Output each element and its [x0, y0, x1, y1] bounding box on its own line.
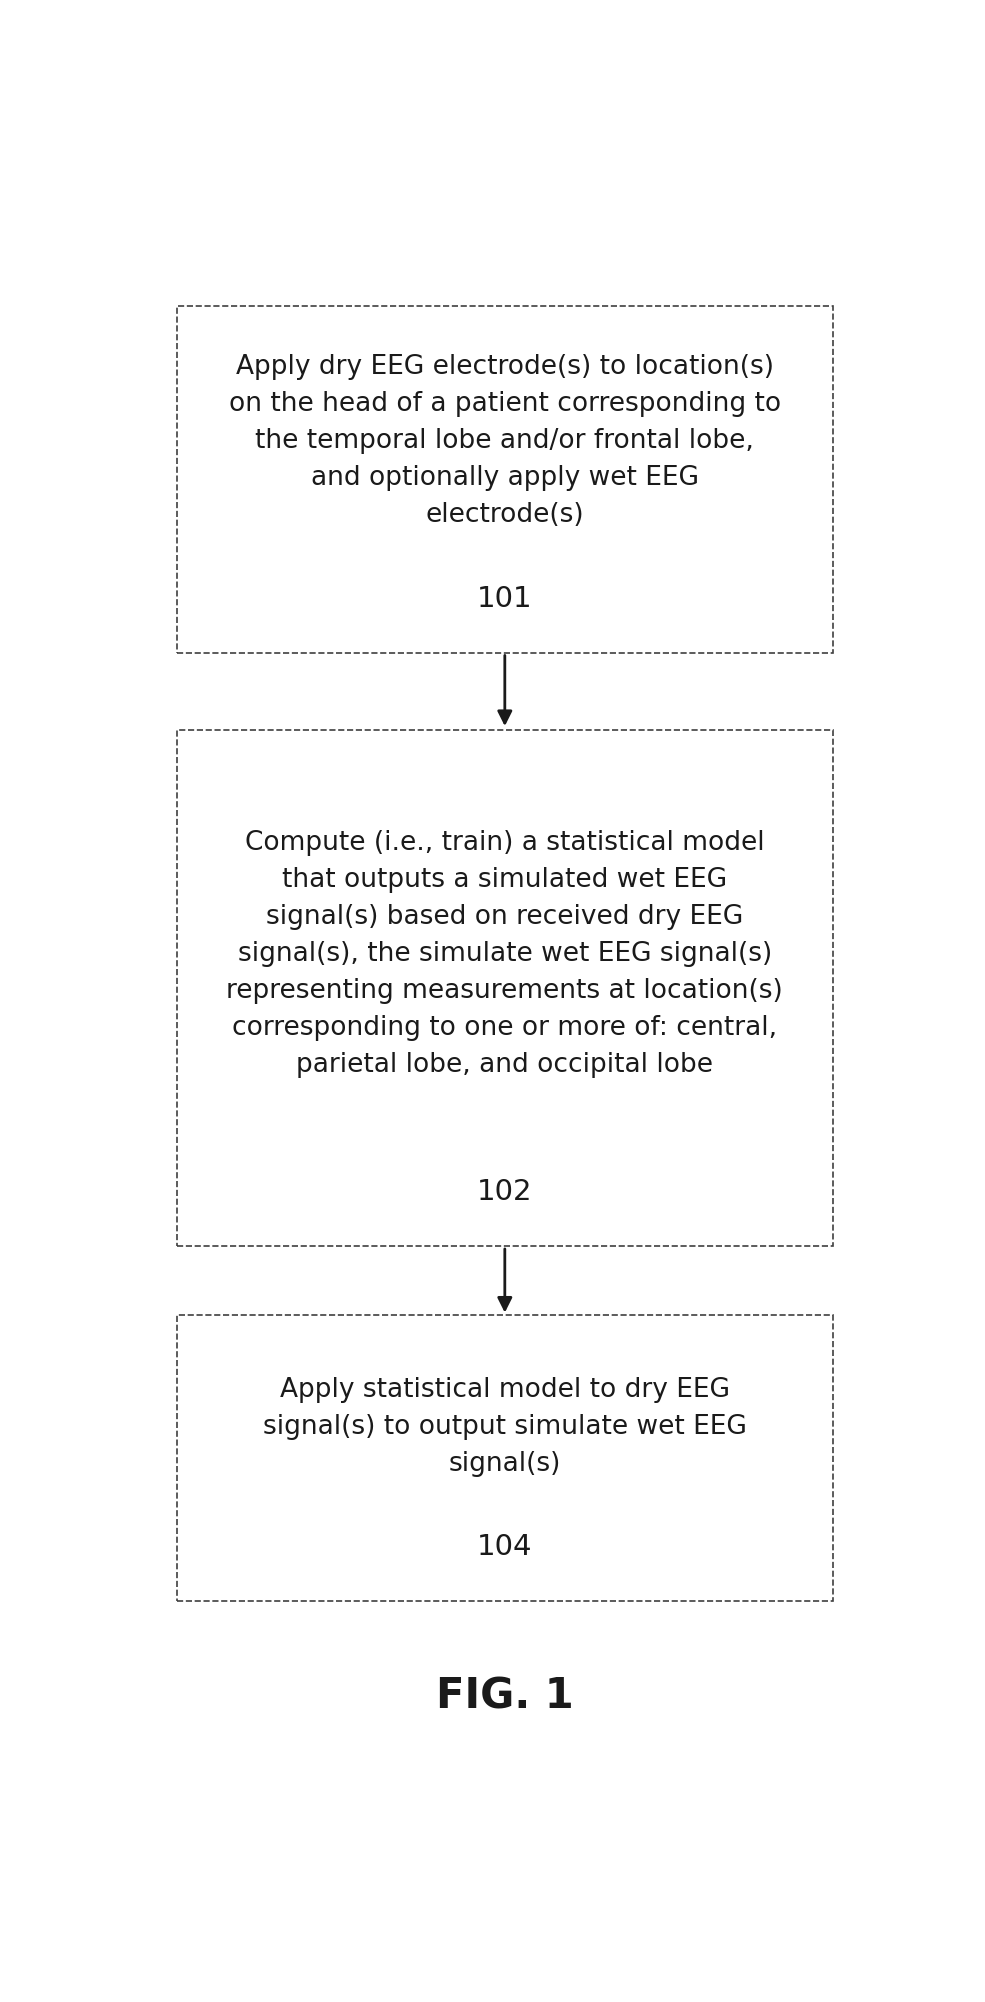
FancyBboxPatch shape — [176, 306, 833, 653]
Text: 102: 102 — [477, 1177, 533, 1205]
FancyBboxPatch shape — [176, 729, 833, 1245]
Text: FIG. 1: FIG. 1 — [436, 1676, 573, 1718]
Text: Apply dry EEG electrode(s) to location(s)
on the head of a patient corresponding: Apply dry EEG electrode(s) to location(s… — [229, 354, 781, 529]
Text: Compute (i.e., train) a statistical model
that outputs a simulated wet EEG
signa: Compute (i.e., train) a statistical mode… — [227, 831, 783, 1077]
Text: Apply statistical model to dry EEG
signal(s) to output simulate wet EEG
signal(s: Apply statistical model to dry EEG signa… — [263, 1377, 747, 1477]
Text: 104: 104 — [477, 1534, 533, 1562]
Text: 101: 101 — [477, 585, 533, 613]
FancyBboxPatch shape — [176, 1315, 833, 1602]
